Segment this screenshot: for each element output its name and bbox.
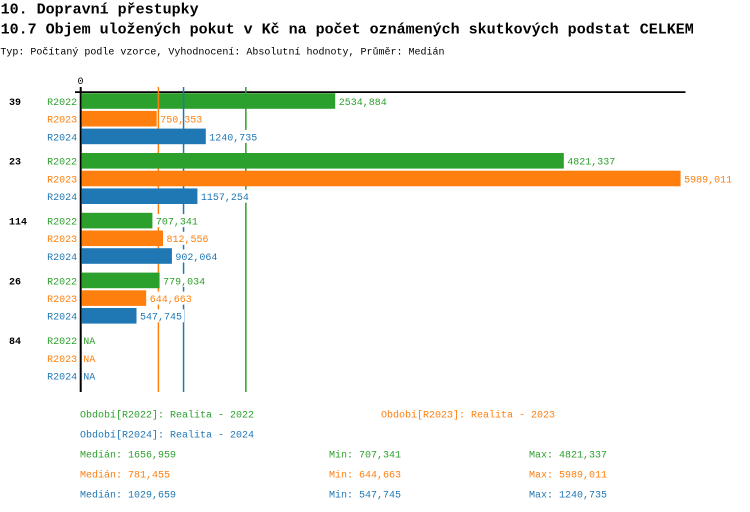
svg-text:Medián: 781,455: Medián: 781,455: [80, 470, 170, 482]
svg-text:Období[R2024]: Realita - 2024: Období[R2024]: Realita - 2024: [80, 430, 254, 442]
svg-text:Období[R2023]: Realita - 2023: Období[R2023]: Realita - 2023: [381, 410, 555, 422]
svg-text:Min: 547,745: Min: 547,745: [329, 490, 401, 502]
svg-text:Min: 707,341: Min: 707,341: [329, 450, 401, 462]
svg-text:R2023: R2023: [47, 175, 77, 186]
svg-text:R2024: R2024: [47, 133, 77, 144]
svg-text:812,556: 812,556: [167, 235, 209, 246]
svg-text:23: 23: [9, 158, 21, 169]
svg-text:Typ: Počítaný podle vzorce, Vy: Typ: Počítaný podle vzorce, Vyhodnocení:…: [0, 46, 444, 59]
svg-text:R2022: R2022: [47, 337, 77, 348]
svg-text:902,064: 902,064: [175, 253, 217, 264]
svg-text:R2023: R2023: [47, 116, 77, 127]
svg-text:2534,884: 2534,884: [339, 98, 387, 109]
svg-text:1157,254: 1157,254: [201, 193, 249, 204]
svg-text:Min: 644,663: Min: 644,663: [329, 470, 401, 482]
svg-text:NA: NA: [83, 373, 95, 384]
svg-text:R2024: R2024: [47, 253, 77, 264]
svg-text:Období[R2022]: Realita - 2022: Období[R2022]: Realita - 2022: [80, 410, 254, 422]
svg-text:10.7 Objem uložených pokut v K: 10.7 Objem uložených pokut v Kč na počet…: [1, 22, 694, 39]
svg-text:R2024: R2024: [47, 373, 77, 384]
svg-text:84: 84: [9, 337, 21, 348]
svg-text:R2022: R2022: [47, 218, 77, 229]
svg-text:0: 0: [77, 77, 83, 88]
svg-text:R2022: R2022: [47, 277, 77, 288]
svg-text:R2023: R2023: [47, 295, 77, 306]
svg-text:1240,735: 1240,735: [209, 133, 257, 144]
svg-text:R2023: R2023: [47, 355, 77, 366]
svg-text:NA: NA: [83, 355, 95, 366]
svg-text:26: 26: [9, 277, 21, 288]
svg-text:5989,011: 5989,011: [684, 175, 732, 186]
svg-text:4821,337: 4821,337: [567, 158, 615, 169]
svg-text:644,663: 644,663: [150, 295, 192, 306]
svg-text:Max: 5989,011: Max: 5989,011: [529, 471, 607, 482]
svg-text:547,745: 547,745: [140, 313, 182, 324]
svg-text:750,353: 750,353: [160, 116, 202, 127]
svg-text:R2024: R2024: [47, 313, 77, 324]
svg-text:R2022: R2022: [47, 158, 77, 169]
svg-text:Medián: 1656,959: Medián: 1656,959: [80, 450, 176, 462]
svg-text:Max: 1240,735: Max: 1240,735: [529, 491, 607, 502]
svg-text:39: 39: [9, 98, 21, 109]
svg-text:114: 114: [9, 218, 27, 229]
svg-text:R2023: R2023: [47, 235, 77, 246]
svg-text:R2024: R2024: [47, 193, 77, 204]
svg-text:707,341: 707,341: [156, 218, 198, 229]
svg-text:Max: 4821,337: Max: 4821,337: [529, 451, 607, 462]
svg-text:779,034: 779,034: [163, 277, 205, 288]
svg-text:NA: NA: [83, 337, 95, 348]
svg-text:R2022: R2022: [47, 98, 77, 109]
svg-text:10. Dopravní přestupky: 10. Dopravní přestupky: [1, 2, 199, 19]
svg-text:Medián: 1029,659: Medián: 1029,659: [80, 490, 176, 502]
